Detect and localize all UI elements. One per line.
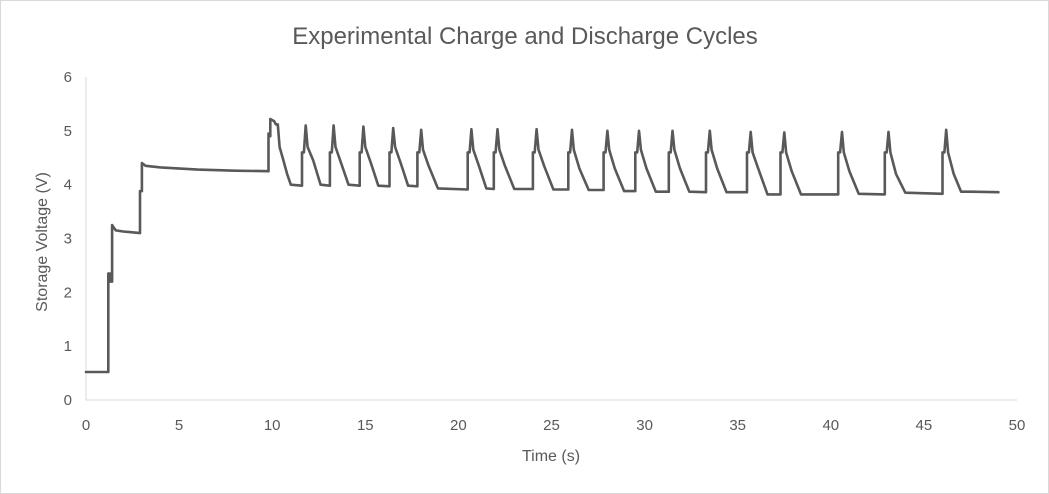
y-tick-label: 5 [64,123,72,140]
y-tick-labels: 0 1 2 3 4 5 6 [64,69,72,409]
x-tick-label: 40 [822,417,839,434]
chart-title: Experimental Charge and Discharge Cycles [292,23,758,50]
y-tick-label: 1 [64,338,72,355]
y-tick-label: 2 [64,284,72,301]
y-tick-label: 4 [64,177,72,194]
x-tick-label: 30 [636,417,653,434]
y-tick-label: 3 [64,231,72,248]
x-tick-label: 0 [82,417,90,434]
x-tick-label: 25 [543,417,560,434]
x-tick-label: 10 [264,417,281,434]
x-tick-labels: 0 5 10 15 20 25 30 35 40 45 50 [82,417,1026,434]
y-tick-label: 6 [64,69,72,86]
storage-voltage-series-line [84,117,1000,374]
x-tick-label: 15 [357,417,374,434]
x-axis-label: Time (s) [522,448,580,465]
x-tick-label: 35 [729,417,746,434]
x-tick-label: 20 [450,417,467,434]
x-tick-label: 5 [175,417,183,434]
y-tick-label: 0 [64,392,72,409]
x-tick-label: 50 [1009,417,1026,434]
x-tick-label: 45 [916,417,933,434]
y-axis-label: Storage Voltage (V) [34,172,51,312]
